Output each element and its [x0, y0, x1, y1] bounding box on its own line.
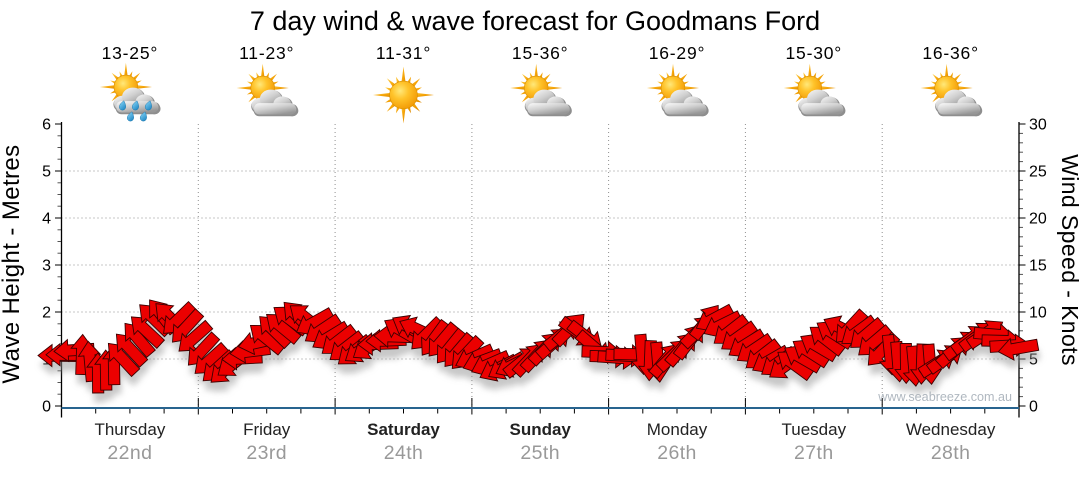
svg-text:22nd: 22nd	[107, 442, 152, 464]
svg-text:20: 20	[1029, 211, 1047, 228]
svg-text:16-36°: 16-36°	[922, 43, 979, 63]
svg-text:24th: 24th	[384, 442, 424, 464]
svg-text:0: 0	[42, 399, 51, 416]
svg-text:15-30°: 15-30°	[786, 43, 843, 63]
svg-text:Tuesday: Tuesday	[782, 420, 847, 439]
svg-text:5: 5	[42, 164, 51, 181]
svg-text:Saturday: Saturday	[367, 420, 440, 439]
svg-text:25: 25	[1029, 164, 1047, 181]
svg-text:3: 3	[42, 258, 51, 275]
svg-text:28th: 28th	[931, 442, 971, 464]
svg-text:11-31°: 11-31°	[376, 43, 431, 63]
svg-text:11-23°: 11-23°	[239, 43, 294, 63]
svg-text:30: 30	[1029, 117, 1047, 134]
svg-text:15: 15	[1029, 258, 1047, 275]
svg-text:26th: 26th	[657, 442, 697, 464]
svg-text:4: 4	[42, 211, 51, 228]
svg-text:0: 0	[1029, 399, 1038, 416]
svg-text:7 day wind & wave forecast for: 7 day wind & wave forecast for Goodmans …	[250, 6, 820, 36]
svg-text:10: 10	[1029, 305, 1047, 322]
svg-text:6: 6	[42, 117, 51, 134]
svg-text:2: 2	[42, 305, 51, 322]
svg-text:27th: 27th	[794, 442, 834, 464]
svg-text:Thursday: Thursday	[94, 420, 165, 439]
svg-text:13-25°: 13-25°	[102, 43, 159, 63]
svg-text:Sunday: Sunday	[509, 420, 571, 439]
svg-text:www.seabreeze.com.au: www.seabreeze.com.au	[877, 390, 1012, 404]
svg-text:16-29°: 16-29°	[649, 43, 706, 63]
svg-text:23rd: 23rd	[246, 442, 287, 464]
svg-text:Wind Speed - Knots: Wind Speed - Knots	[1057, 154, 1080, 366]
svg-text:Monday: Monday	[647, 420, 708, 439]
svg-text:Friday: Friday	[243, 420, 291, 439]
svg-text:Wave Height - Metres: Wave Height - Metres	[0, 144, 25, 383]
svg-text:Wednesday: Wednesday	[906, 420, 996, 439]
svg-text:25th: 25th	[520, 442, 560, 464]
svg-text:15-36°: 15-36°	[512, 43, 569, 63]
